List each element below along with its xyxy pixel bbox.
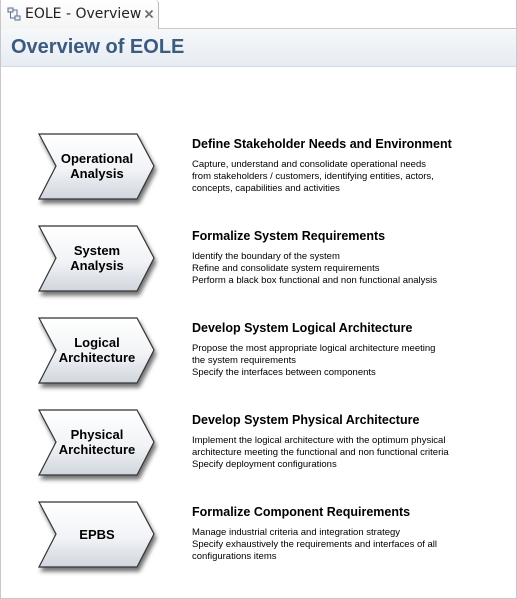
phase-description-line: Propose the most appropriate logical arc… xyxy=(192,343,436,354)
eole-diagram-icon xyxy=(7,7,21,21)
phase-chevron-logical-architecture[interactable]: Logical Architecture xyxy=(37,317,157,393)
phase-description: Identify the boundary of the system Refin… xyxy=(192,251,437,287)
phase-description-line: configurations items xyxy=(192,551,277,562)
phase-row-operational-analysis: Operational Analysis Define Stakeholder N… xyxy=(1,133,516,225)
phase-description: Capture, understand and consolidate oper… xyxy=(192,159,434,195)
form-header: Overview of EOLE xyxy=(1,29,516,67)
phase-description-line: Capture, understand and consolidate oper… xyxy=(192,159,426,170)
phase-description: Propose the most appropriate logical arc… xyxy=(192,343,435,379)
phase-description-line: Implement the logical architecture with … xyxy=(192,435,446,446)
phase-title: Develop System Physical Architecture xyxy=(192,413,420,427)
editor-tab-bar: EOLE - Overview xyxy=(1,0,516,29)
phase-title: Formalize System Requirements xyxy=(192,229,386,243)
phase-description-line: from stakeholders / customers, identifyi… xyxy=(192,171,434,182)
phase-row-system-analysis: System Analysis Formalize System Requirem… xyxy=(1,225,516,317)
phase-description-line: Manage industrial criteria and integrati… xyxy=(192,527,401,538)
phase-chevron-system-analysis[interactable]: System Analysis xyxy=(37,225,157,301)
phase-row-physical-architecture: Physical Architecture Develop System Phys… xyxy=(1,409,516,501)
phase-description: Manage industrial criteria and integrati… xyxy=(192,527,437,563)
editor-tab[interactable]: EOLE - Overview xyxy=(1,0,159,29)
phase-row-epbs: EPBS Formalize Component Requirements Mana… xyxy=(1,501,516,593)
phase-description: Implement the logical architecture with … xyxy=(192,435,449,471)
page-title: Overview of EOLE xyxy=(11,36,185,58)
phase-description-line: Identify the boundary of the system xyxy=(192,251,340,262)
phase-description-line: Specify exhaustively the requirements an… xyxy=(192,539,438,550)
phase-description-line: the system requirements xyxy=(192,355,297,366)
phase-chevron-operational-analysis[interactable]: Operational Analysis xyxy=(37,133,157,209)
phase-title: Develop System Logical Architecture xyxy=(192,321,413,335)
phase-row-logical-architecture: Logical Architecture Develop System Logic… xyxy=(1,317,516,409)
phase-description-line: Specify deployment configurations xyxy=(192,459,337,470)
phase-title: Define Stakeholder Needs and Environment xyxy=(192,137,452,151)
editor-tab-label: EOLE - Overview xyxy=(25,6,142,22)
phase-description-line: Refine and consolidate system requiremen… xyxy=(192,263,380,274)
phase-description-line: concepts, capabilities and activities xyxy=(192,183,340,194)
phase-chevron-epbs[interactable]: EPBS xyxy=(37,501,157,577)
close-icon[interactable] xyxy=(143,7,155,19)
phase-description-line: Perform a black box functional and non f… xyxy=(192,275,438,286)
phase-title: Formalize Component Requirements xyxy=(192,505,411,519)
phase-chevron-physical-architecture[interactable]: Physical Architecture xyxy=(37,409,157,485)
phase-description-line: Specify the interfaces between component… xyxy=(192,367,376,378)
phase-description-line: architecture meeting the functional and … xyxy=(192,447,449,458)
